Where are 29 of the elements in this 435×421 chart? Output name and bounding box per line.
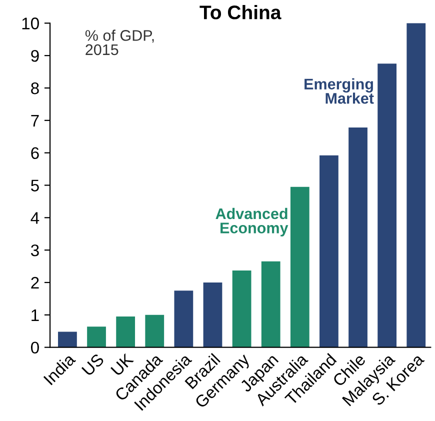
y-tick-label: 1 xyxy=(32,309,39,321)
bar xyxy=(203,282,222,348)
bar xyxy=(406,23,426,348)
bar xyxy=(378,64,397,348)
bar xyxy=(348,128,368,348)
bar xyxy=(232,270,252,348)
annotation: Advanced Economy xyxy=(216,208,288,236)
y-tick-label: 9 xyxy=(31,50,39,62)
bar xyxy=(145,314,164,348)
y-tick-label: 7 xyxy=(31,114,39,126)
y-tick-label: 3 xyxy=(30,244,39,256)
y-tick-label: 10 xyxy=(22,18,39,30)
y-tick-label: 8 xyxy=(31,82,39,94)
y-tick-label: 4 xyxy=(30,212,40,224)
x-tick-label: US xyxy=(81,353,105,376)
bar xyxy=(261,261,280,348)
y-tick-label: 0 xyxy=(30,342,39,354)
bar xyxy=(58,332,77,348)
bar xyxy=(320,155,338,348)
y-tick-label: 6 xyxy=(31,147,39,160)
y-tick-label: 2 xyxy=(31,276,39,289)
annotation: % of GDP, 2015 xyxy=(85,30,154,56)
chart-title: To China xyxy=(200,5,282,20)
annotation: Emerging Market xyxy=(304,78,374,104)
y-tick-label: 5 xyxy=(31,180,39,192)
bar xyxy=(87,326,106,348)
bar xyxy=(290,186,310,348)
bar xyxy=(116,316,136,348)
bar xyxy=(174,290,194,348)
